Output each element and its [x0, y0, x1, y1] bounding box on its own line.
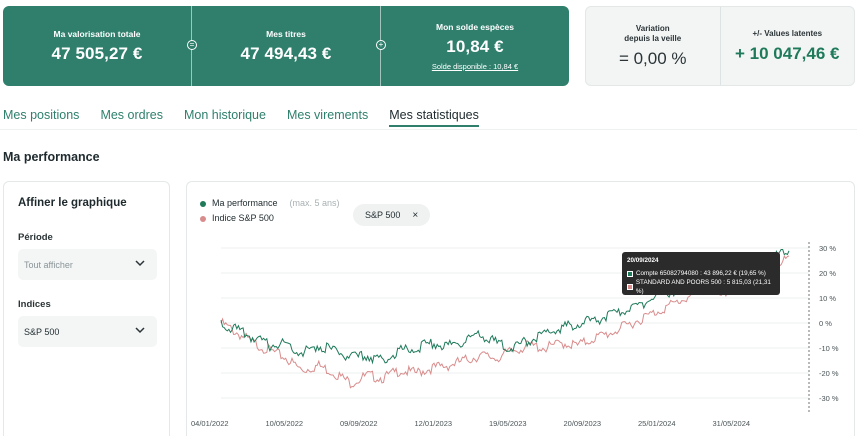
latent-values-cell: +/- Values latentes + 10 047,46 € [719, 7, 855, 85]
performance-chart-panel: Ma performance (max. 5 ans) Indice S&P 5… [186, 181, 855, 436]
filters-title: Affiner le graphique [18, 197, 127, 209]
legend-label-sp500: Indice S&P 500 [212, 213, 274, 223]
portfolio-summary-card: Ma valorisation totale 47 505,27 € = Mes… [3, 6, 569, 86]
daily-variation-label-line1: Variation [635, 23, 670, 33]
x-tick-label: 09/09/2022 [340, 419, 378, 428]
x-tick-label: 31/05/2024 [713, 419, 751, 428]
legend-dot-sp500 [200, 215, 206, 222]
securities-cell: = Mes titres 47 494,43 € [187, 6, 380, 86]
y-tick-label: 20 % [819, 269, 836, 278]
tooltip-row-index: STANDARD AND POORS 500 : 5 815,03 (21,31… [627, 278, 775, 296]
chevron-down-icon [135, 260, 145, 267]
tooltip-index-value: STANDARD AND POORS 500 : 5 815,03 (21,31… [635, 279, 771, 295]
y-tick-label: -20 % [819, 369, 839, 378]
total-valuation-label: Ma valorisation totale [53, 28, 141, 39]
plus-icon: + [376, 40, 386, 50]
equals-icon: = [187, 40, 197, 50]
legend-note-performance: (max. 5 ans) [289, 198, 340, 208]
indices-label: Indices [18, 299, 51, 310]
x-tick-label: 12/01/2023 [415, 419, 453, 428]
close-icon[interactable]: × [412, 209, 419, 221]
x-tick-label: 04/01/2022 [191, 419, 229, 428]
cash-balance-cell: + Mon solde espèces 10,84 € Solde dispon… [376, 6, 569, 86]
total-valuation-cell: Ma valorisation totale 47 505,27 € [3, 6, 191, 86]
x-tick-label: 19/05/2023 [489, 419, 527, 428]
period-select[interactable]: Tout afficher [18, 249, 157, 280]
legend-item-performance[interactable]: Ma performance (max. 5 ans) [200, 196, 340, 211]
index-chip-label: S&P 500 [365, 210, 401, 220]
cash-balance-label: Mon solde espèces [436, 21, 514, 32]
legend-item-sp500[interactable]: Indice S&P 500 [200, 211, 340, 226]
chart-filters-panel: Affiner le graphique Période Tout affich… [3, 181, 170, 436]
tooltip-swatch-index [627, 284, 633, 290]
chevron-down-icon [135, 327, 145, 334]
tooltip-account-value: Compte 65082794080 : 43 896,22 € (19,65 … [636, 270, 766, 277]
daily-variation-label: Variation depuis la veille [624, 24, 681, 44]
indices-select[interactable]: S&P 500 [18, 316, 157, 347]
x-tick-label: 20/09/2023 [564, 419, 602, 428]
y-tick-label: 30 % [819, 244, 836, 253]
legend-dot-performance [200, 200, 206, 207]
y-tick-label: 0 % [819, 319, 832, 328]
total-valuation-value: 47 505,27 € [51, 43, 143, 63]
securities-label: Mes titres [266, 28, 306, 39]
cash-balance-value: 10,84 € [446, 36, 504, 56]
x-tick-label: 25/01/2024 [638, 419, 676, 428]
daily-variation-label-line2: depuis la veille [624, 33, 682, 43]
y-tick-label: -30 % [819, 394, 839, 403]
daily-variation-cell: Variation depuis la veille = 0,00 % [586, 7, 720, 85]
available-balance-link[interactable]: Solde disponible : 10,84 € [431, 61, 519, 71]
tab-statistics[interactable]: Mes statistiques [389, 108, 479, 127]
tooltip-date: 20/09/2024 [627, 257, 659, 264]
chart-tooltip: 20/09/2024 Compte 65082794080 : 43 896,2… [622, 252, 780, 295]
tab-orders[interactable]: Mes ordres [100, 108, 163, 122]
tooltip-swatch-account [627, 270, 633, 277]
account-tabs: Mes positions Mes ordres Mon historique … [3, 108, 479, 127]
period-select-value: Tout afficher [24, 259, 73, 270]
index-chip-sp500: S&P 500 × [353, 204, 431, 226]
variation-card: Variation depuis la veille = 0,00 % +/- … [585, 6, 855, 86]
tab-history[interactable]: Mon historique [183, 108, 266, 122]
performance-line-chart[interactable]: 30 % 20 % 10 % 0 % -10 % -20 % -30 % 04/01/2022… [187, 182, 856, 436]
securities-value: 47 494,43 € [240, 43, 332, 63]
section-title: Ma performance [3, 150, 100, 164]
tooltip-row-account: Compte 65082794080 : 43 896,22 € (19,65 … [627, 269, 775, 278]
tabs-divider [0, 129, 857, 130]
tab-positions[interactable]: Mes positions [3, 108, 80, 122]
daily-variation-value: = 0,00 % [618, 48, 687, 68]
period-label: Période [18, 232, 53, 243]
latent-values-value: + 10 047,46 € [735, 43, 840, 63]
legend-label-performance: Ma performance [212, 198, 278, 208]
latent-values-label: +/- Values latentes [752, 28, 823, 38]
chart-legend: Ma performance (max. 5 ans) Indice S&P 5… [200, 196, 340, 226]
y-tick-label: 10 % [819, 294, 836, 303]
x-tick-label: 10/05/2022 [266, 419, 304, 428]
indices-select-value: S&P 500 [24, 326, 60, 337]
y-tick-label: -10 % [819, 344, 839, 353]
tab-transfers[interactable]: Mes virements [286, 108, 369, 122]
